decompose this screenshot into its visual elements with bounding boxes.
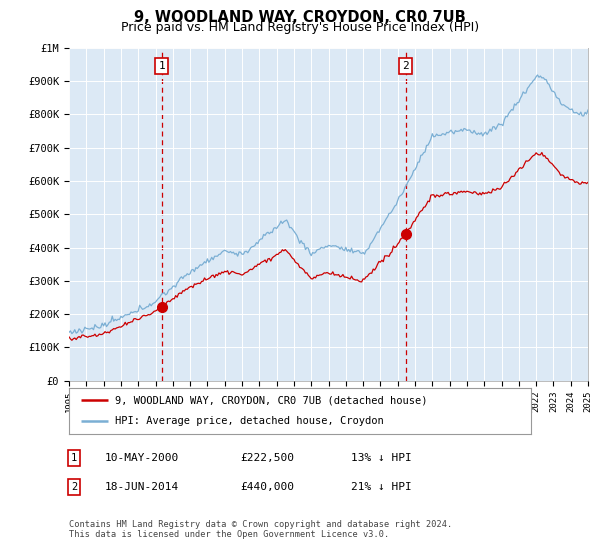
Text: HPI: Average price, detached house, Croydon: HPI: Average price, detached house, Croy… bbox=[115, 417, 384, 427]
Text: 9, WOODLAND WAY, CROYDON, CR0 7UB (detached house): 9, WOODLAND WAY, CROYDON, CR0 7UB (detac… bbox=[115, 395, 428, 405]
Text: 18-JUN-2014: 18-JUN-2014 bbox=[105, 482, 179, 492]
Text: 2: 2 bbox=[71, 482, 77, 492]
Text: £222,500: £222,500 bbox=[240, 453, 294, 463]
Text: 9, WOODLAND WAY, CROYDON, CR0 7UB: 9, WOODLAND WAY, CROYDON, CR0 7UB bbox=[134, 10, 466, 25]
Text: £440,000: £440,000 bbox=[240, 482, 294, 492]
Text: 10-MAY-2000: 10-MAY-2000 bbox=[105, 453, 179, 463]
Text: Contains HM Land Registry data © Crown copyright and database right 2024.
This d: Contains HM Land Registry data © Crown c… bbox=[69, 520, 452, 539]
Text: Price paid vs. HM Land Registry's House Price Index (HPI): Price paid vs. HM Land Registry's House … bbox=[121, 21, 479, 34]
Text: 13% ↓ HPI: 13% ↓ HPI bbox=[351, 453, 412, 463]
Text: 21% ↓ HPI: 21% ↓ HPI bbox=[351, 482, 412, 492]
Text: 2: 2 bbox=[402, 61, 409, 71]
Text: 1: 1 bbox=[158, 61, 165, 71]
Text: 1: 1 bbox=[71, 453, 77, 463]
